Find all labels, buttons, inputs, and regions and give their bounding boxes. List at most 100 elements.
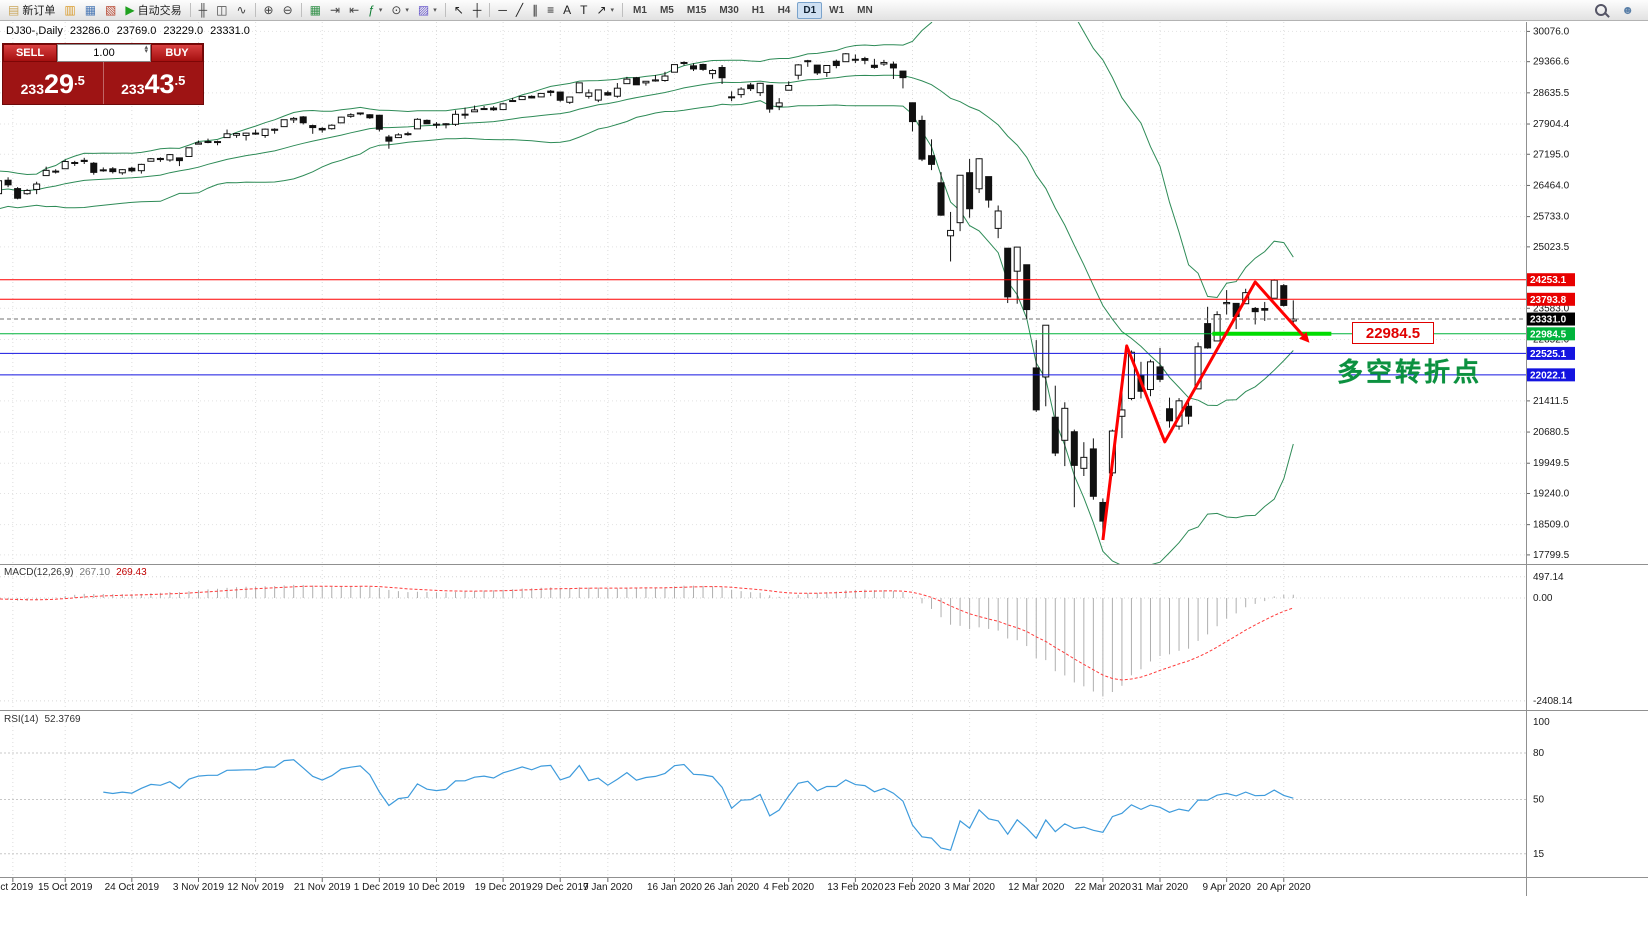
autotrading-button-label: 自动交易 [137, 5, 182, 17]
hline-button[interactable]: ─ [494, 2, 511, 19]
candle [204, 138, 212, 144]
candle [99, 167, 107, 172]
zoom-in-button[interactable]: ⊕ [260, 2, 278, 19]
candle [328, 124, 336, 130]
text-button[interactable]: A [559, 2, 575, 19]
candle [337, 116, 345, 124]
time-scale-label: 9 Apr 2020 [1202, 882, 1251, 893]
templates-button[interactable]: ▨ ▾ [414, 2, 441, 19]
candle [233, 132, 241, 138]
bollinger-middle-band [0, 74, 1294, 407]
timeframe-m15-button[interactable]: M15 [681, 2, 712, 19]
buy-button[interactable]: BUY [151, 44, 203, 62]
candle [509, 97, 517, 103]
candle [709, 69, 717, 79]
price-scale-label: 21411.5 [1533, 396, 1569, 407]
time-scale-label: 31 Mar 2020 [1132, 882, 1189, 893]
navigator-button[interactable]: ▧ [101, 2, 120, 19]
candle [1080, 442, 1088, 476]
autotrading-icon: ▶ [125, 3, 135, 17]
auto-scroll-button[interactable]: ⇥ [326, 2, 344, 19]
timeframe-w1-button[interactable]: W1 [823, 2, 850, 19]
label-button[interactable]: T [576, 2, 591, 19]
price-tag [1527, 312, 1575, 326]
candle [223, 129, 231, 139]
candle [947, 211, 955, 262]
candle [623, 76, 631, 85]
timeframe-m30-button[interactable]: M30 [713, 2, 744, 19]
market-watch-button[interactable]: ▥ [60, 2, 79, 19]
price-tag-label: 22022.1 [1530, 370, 1567, 381]
volume-increase-button[interactable]: ▴ [144, 44, 148, 51]
timeframe-m1-button[interactable]: M1 [627, 2, 653, 19]
candle [699, 63, 707, 71]
candles-layer [0, 53, 1297, 538]
auto-scroll-icon: ⇥ [330, 3, 341, 17]
time-scale-label: 29 Dec 2019 [532, 882, 589, 893]
timeframe-h1-button[interactable]: H1 [746, 2, 771, 19]
fibonacci-icon: ≡ [547, 3, 555, 17]
bid-price[interactable]: 233 29 .5 [3, 62, 104, 104]
time-scale-label: 3 Nov 2019 [173, 882, 225, 893]
rsi-value: 52.3769 [44, 714, 81, 725]
bar-chart-button[interactable]: ╫ [195, 2, 212, 19]
support-chat-button[interactable]: ☻ [1617, 2, 1638, 19]
trend-zigzag-line [1101, 280, 1304, 541]
data-window-button[interactable]: ▦ [81, 2, 100, 19]
candle [23, 188, 31, 195]
candle [394, 133, 402, 139]
bid-big-digits: 29 [43, 69, 75, 99]
channel-button[interactable]: ∥ [528, 2, 542, 19]
one-click-trading-panel: SELL 1.00 ▴ ▾ BUY 233 29 .5 233 43 .5 [2, 43, 204, 105]
timeframe-mn-button[interactable]: MN [851, 2, 879, 19]
volume-decrease-button[interactable]: ▾ [144, 47, 148, 55]
zoom-out-icon: ⊖ [282, 3, 293, 17]
candle [118, 169, 126, 175]
candle [642, 80, 650, 86]
crosshair-button[interactable]: ┼ [469, 2, 486, 19]
timeframe-d1-button[interactable]: D1 [797, 1, 823, 19]
fibonacci-button[interactable]: ≡ [543, 2, 558, 19]
candle [613, 83, 621, 98]
candle [80, 157, 88, 164]
indicators-button[interactable]: ƒ ▾ [364, 2, 386, 19]
timeframe-h4-button[interactable]: H4 [772, 2, 797, 19]
data-window-icon: ▦ [84, 3, 97, 17]
time-scale-label: 12 Nov 2019 [227, 882, 284, 893]
time-scale-label: 3 Mar 2020 [944, 882, 995, 893]
autotrading-button[interactable]: ▶ 自动交易 [121, 2, 185, 19]
candlestick-button[interactable]: ◫ [212, 2, 231, 19]
timeframe-m5-button[interactable]: M5 [654, 2, 680, 19]
line-chart-button[interactable]: ∿ [232, 2, 250, 19]
candle [823, 64, 831, 77]
cursor-button[interactable]: ↖ [450, 2, 468, 19]
candle [432, 122, 440, 129]
candle [651, 74, 659, 82]
tile-windows-button[interactable]: ▦ [306, 2, 325, 19]
new-order-button[interactable]: ▤ 新订单 [4, 2, 59, 19]
volume-stepper[interactable]: 1.00 ▴ ▾ [57, 44, 151, 62]
candle [632, 76, 640, 86]
sell-button[interactable]: SELL [3, 44, 57, 62]
periods-button[interactable]: ⊙ ▾ [387, 2, 413, 19]
chart-shift-button[interactable]: ⇤ [345, 2, 363, 19]
zoom-out-button[interactable]: ⊖ [279, 2, 297, 19]
new-order-button-label: 新订单 [22, 5, 56, 17]
ask-price[interactable]: 233 43 .5 [104, 62, 204, 104]
time-scale[interactable] [0, 878, 1526, 896]
price-scale-label: 17799.5 [1533, 550, 1570, 561]
candle [137, 163, 145, 174]
rsi-name: RSI(14) [4, 714, 39, 725]
trendline-button[interactable]: ╱ [512, 2, 527, 19]
arrows-button[interactable]: ↗ ▾ [592, 2, 618, 19]
price-scale[interactable] [1527, 22, 1648, 877]
macd-panel [0, 584, 1294, 697]
candle [690, 63, 698, 72]
chart-shift-icon: ⇤ [349, 3, 360, 17]
cursor-icon: ↖ [453, 3, 464, 17]
candle [4, 177, 12, 188]
dropdown-caret-icon: ▾ [405, 7, 409, 14]
search-button[interactable] [1591, 2, 1611, 19]
price-tag-label: 22984.5 [1530, 329, 1567, 340]
